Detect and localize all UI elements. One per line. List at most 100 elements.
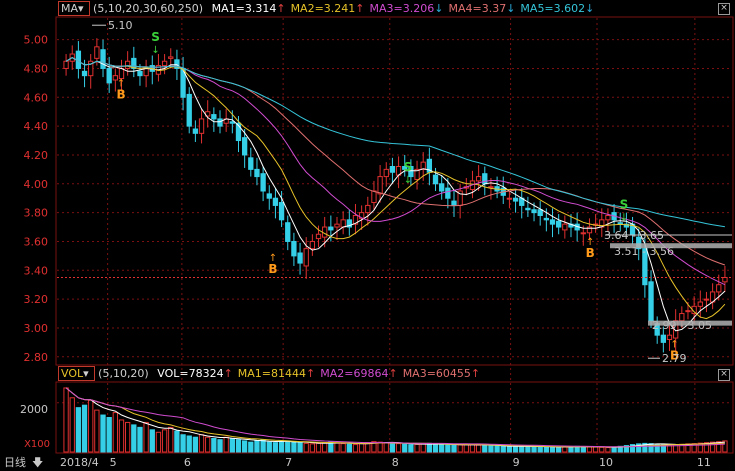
price-panel — [55, 16, 734, 366]
price-tick-label: 3.00 — [24, 322, 49, 335]
chevron-down-icon: ▾ — [78, 2, 84, 15]
candle-body — [371, 190, 377, 204]
volume-bar — [174, 430, 180, 453]
candle-body — [383, 168, 389, 178]
arrow-up-icon: ↑ — [276, 2, 286, 15]
indicator-value: MA1=3.314 — [211, 2, 277, 15]
volume-bar — [531, 446, 537, 453]
close-icon[interactable]: × — [718, 3, 730, 15]
month-label: 11 — [697, 456, 711, 469]
volume-bar — [198, 434, 205, 453]
volume-bar — [389, 442, 396, 453]
down-arrow-icon[interactable]: 🡇 — [32, 456, 43, 469]
candles — [63, 38, 728, 353]
volume-bar — [648, 443, 654, 453]
candle-body — [106, 67, 112, 84]
month-label: 5 — [110, 456, 117, 469]
volume-bar — [272, 442, 279, 453]
price-tick-label: 5.00 — [24, 34, 49, 47]
price-tick-label: 3.80 — [24, 207, 49, 220]
volume-bar — [155, 431, 162, 453]
signal-arrow-icon: ↓ — [620, 212, 628, 223]
volume-bar — [512, 446, 519, 453]
month-label: 7 — [285, 456, 292, 469]
candle-body — [118, 67, 125, 80]
volume-bar — [241, 440, 248, 453]
candle-body — [260, 173, 266, 192]
sell-signal: S — [620, 197, 629, 211]
buy-signal: B — [670, 348, 679, 362]
month-label: 8 — [392, 456, 399, 469]
volume-bar — [439, 444, 445, 453]
candle-body — [531, 209, 537, 214]
month-label: 9 — [513, 456, 520, 469]
volume-header: VOL▾ (5,10,20) VOL=78324↑ MA1=81444↑ MA2=6… — [58, 366, 480, 381]
volume-bar — [186, 435, 192, 453]
volume-bar — [432, 443, 439, 453]
arrow-up-icon: ↑ — [355, 2, 365, 15]
volume-bar — [81, 404, 88, 453]
volume-bar — [124, 421, 131, 453]
candle-body — [174, 59, 180, 69]
period-label[interactable]: 日线 — [4, 455, 26, 469]
volume-bar — [309, 443, 316, 453]
volume-indicator-params: (5,10,20) — [98, 367, 149, 380]
indicator-select[interactable]: MA▾ — [58, 1, 91, 16]
sell-signal: S — [404, 160, 413, 174]
volume-bar — [488, 445, 494, 453]
volume-bar — [580, 446, 586, 453]
volume-bar — [235, 439, 242, 453]
candle-body — [475, 176, 482, 182]
volume-bar — [229, 437, 235, 453]
indicator-value: MA5=3.602 — [520, 2, 586, 15]
volume-bar — [599, 446, 605, 453]
price-tick-label: 3.20 — [24, 293, 49, 306]
indicator-value: MA4=3.37 — [448, 2, 507, 15]
volume-bar — [463, 444, 469, 453]
month-labels: 5 6 7 8 9 10 11 — [110, 456, 711, 469]
signal-arrow-icon: ↓ — [151, 45, 159, 56]
candle-body — [266, 193, 272, 199]
candle-body — [722, 277, 728, 283]
volume-bar — [291, 441, 297, 453]
arrow-down-icon: ↓ — [434, 2, 444, 15]
volume-bar — [131, 424, 137, 453]
arrow-up-icon: ↑ — [306, 367, 316, 380]
candle-body — [352, 215, 359, 225]
volume-bar — [525, 445, 531, 453]
candle-body — [408, 165, 414, 178]
candle-body — [278, 202, 285, 221]
x-start-label: 2018/4 — [60, 456, 99, 469]
candle-body — [241, 137, 248, 156]
volume-bar — [623, 445, 630, 453]
volume-indicator-select[interactable]: VOL▾ — [58, 366, 96, 381]
signal-arrow-icon: ↑ — [269, 253, 277, 264]
support-band — [648, 320, 732, 326]
arrow-up-icon: ↑ — [223, 367, 233, 380]
price-tick-label: 2.80 — [24, 351, 49, 364]
volume-bar — [636, 443, 642, 453]
candle-body — [254, 168, 260, 178]
volume-bar — [592, 446, 599, 453]
volume-bar — [629, 444, 636, 453]
candle-body — [666, 334, 673, 340]
volume-bar — [340, 443, 346, 453]
volume-bar — [161, 429, 168, 453]
month-label: 6 — [184, 456, 191, 469]
volume-bar — [537, 446, 543, 453]
volume-tick-label: 2000 — [20, 403, 48, 416]
volume-bar — [457, 444, 463, 453]
candle-body — [636, 236, 642, 250]
volume-bar — [180, 434, 186, 453]
volume-bar — [716, 441, 722, 453]
candle-body — [309, 240, 316, 250]
volume-close-icon[interactable]: × — [718, 369, 730, 381]
candle-body — [648, 281, 654, 322]
candle-body — [192, 128, 199, 134]
volume-bar — [346, 443, 352, 453]
volume-bar — [377, 441, 383, 453]
candle-body — [512, 197, 519, 202]
volume-bar — [334, 442, 340, 453]
candle-body — [402, 165, 408, 170]
candle-body — [88, 60, 94, 77]
